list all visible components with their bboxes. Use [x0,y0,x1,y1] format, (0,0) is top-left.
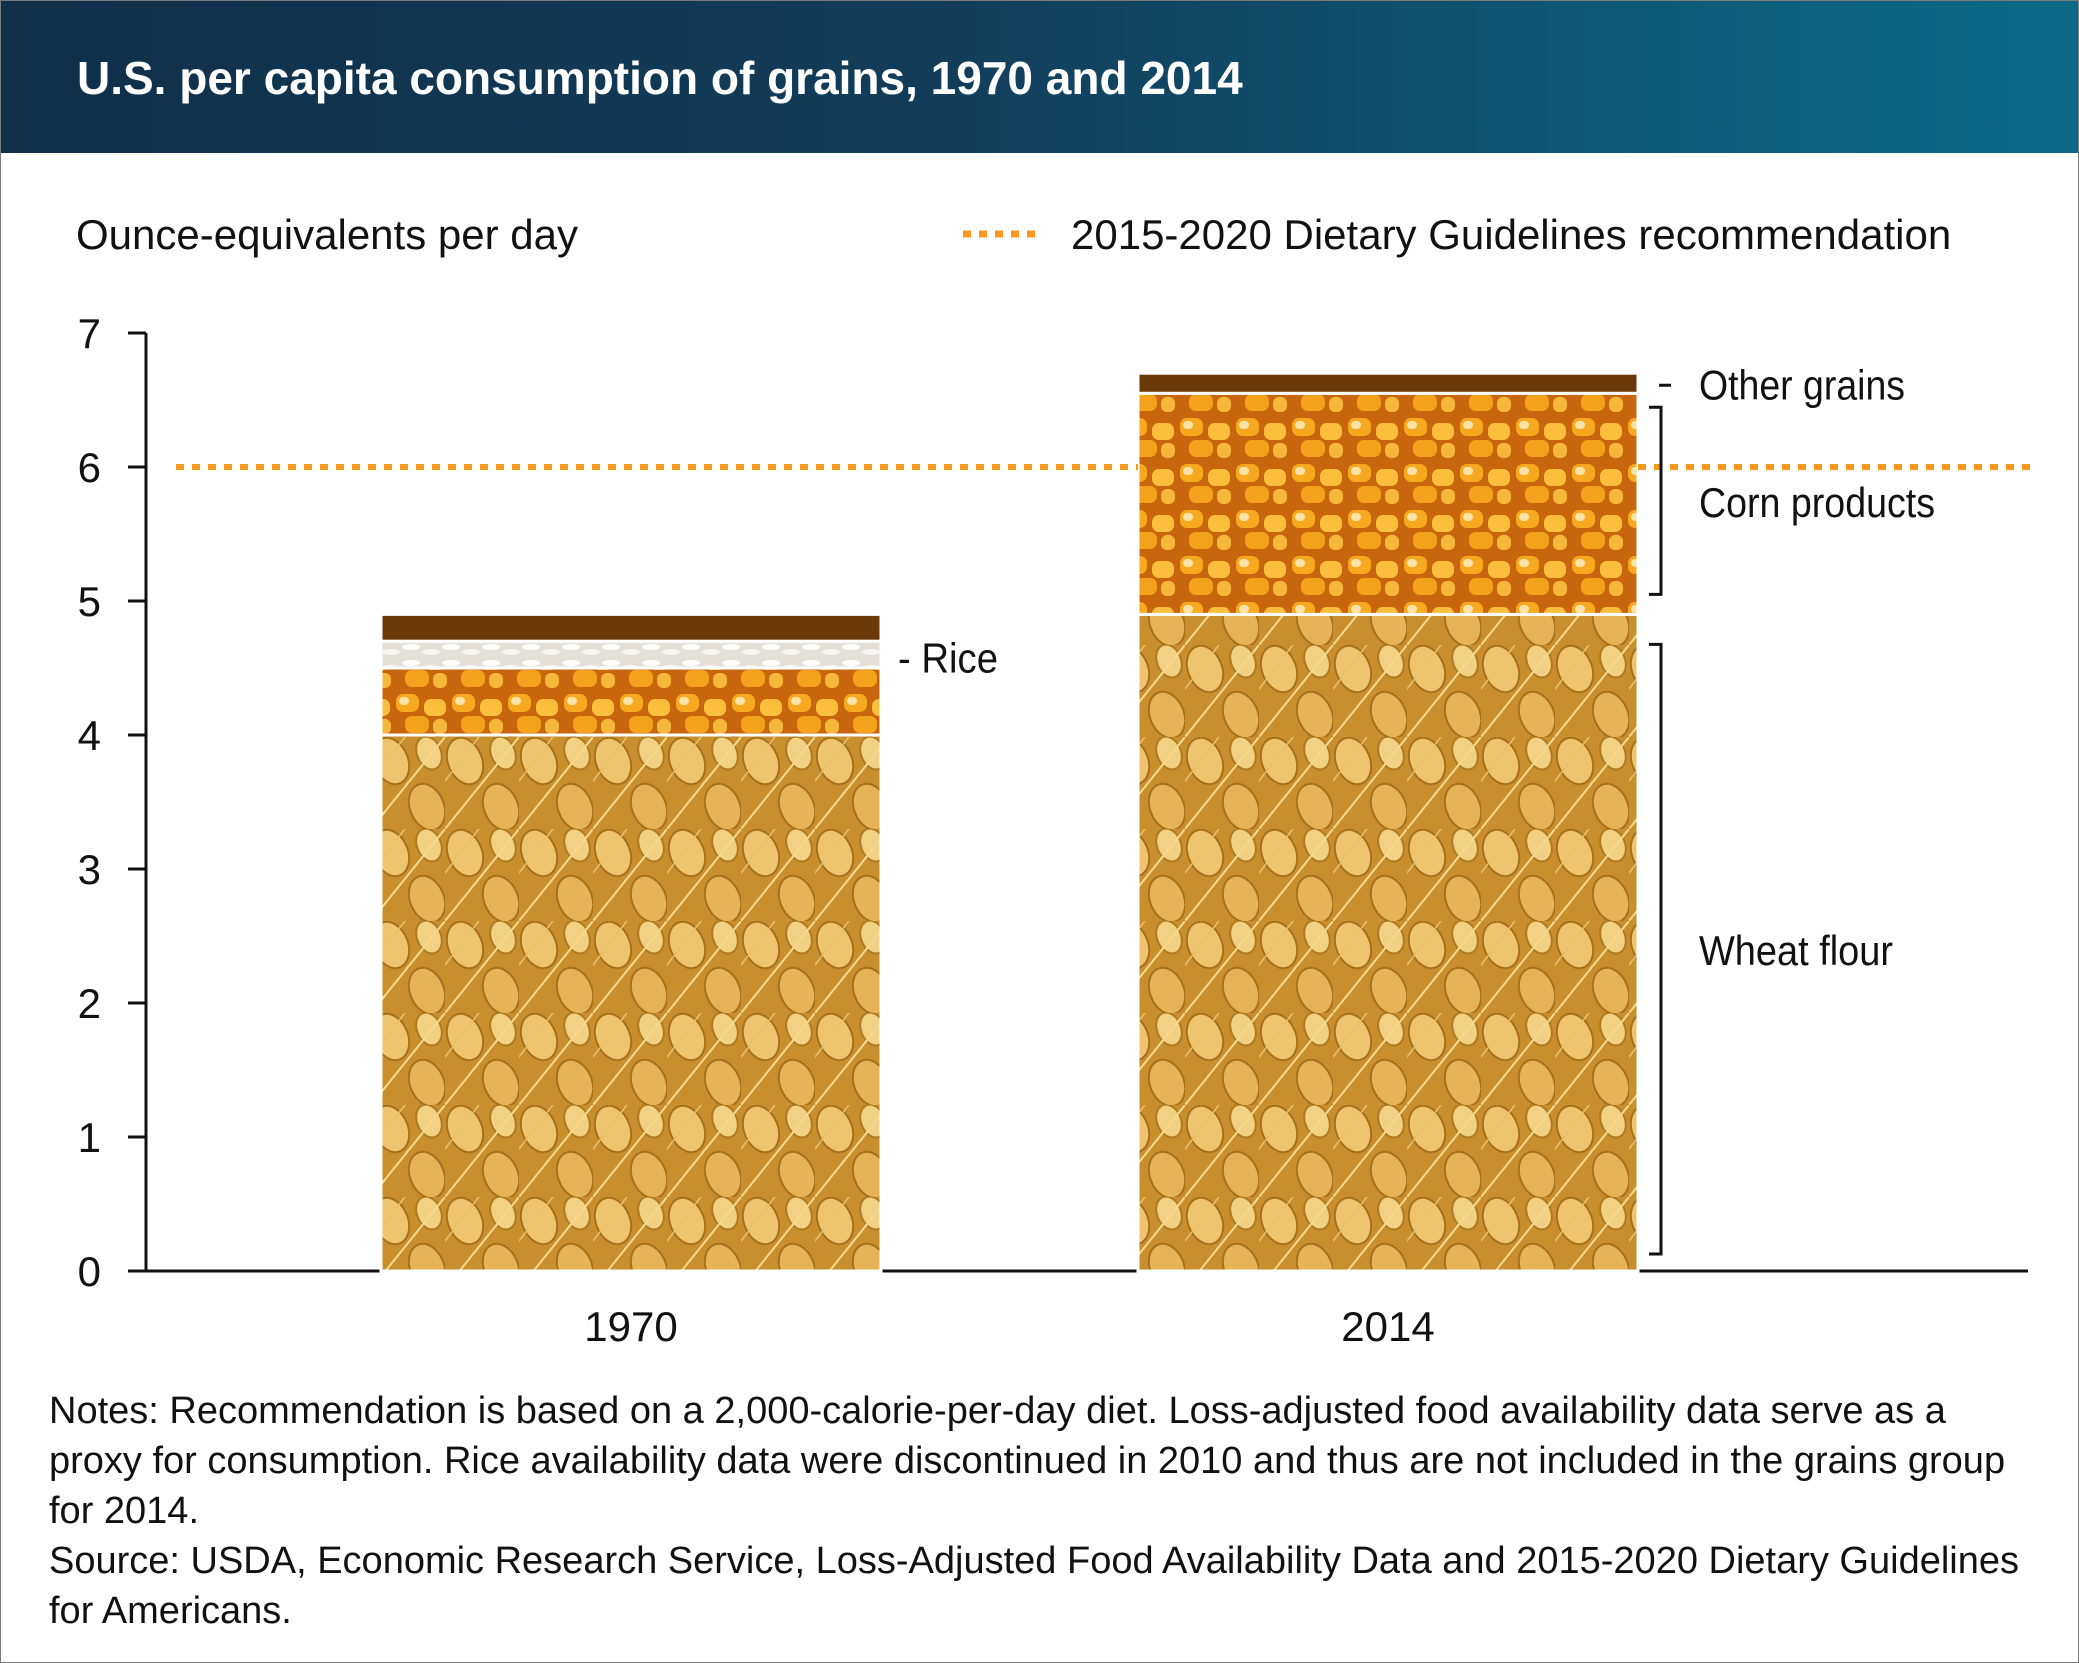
y-tick-label: 6 [78,444,101,491]
legend-reference-label: 2015-2020 Dietary Guidelines recommendat… [1071,211,1951,258]
bar-2014-corn-products [1136,391,1640,616]
notes-block: Notes: Recommendation is based on a 2,00… [49,1386,2039,1636]
source-text: Source: USDA, Economic Research Service,… [49,1540,2019,1632]
segment-label-wheat-flour: Wheat flour [1699,927,1893,974]
bar-2014-other-grains [1136,371,1640,395]
bar-1970-wheat-flour [379,733,883,1273]
stacked-bar-chart: Ounce-equivalents per day 2015-2020 Dieta… [76,211,2032,1350]
y-tick-label: 2 [78,980,101,1027]
x-tick-label: 2014 [1341,1303,1434,1350]
y-tick-label: 3 [78,846,101,893]
notes-text: Notes: Recommendation is based on a 2,00… [49,1390,2006,1532]
title-bar: U.S. per capita consumption of grains, 1… [1,1,2078,153]
bar-1970-corn-products [379,666,883,737]
overlay: - Rice Other grains Corn products Wheat flo… [176,361,2032,1256]
y-tick-label: 4 [78,712,101,759]
segment-label-rice: - Rice [898,635,998,682]
bracket-wheat-flour [1649,642,1663,1256]
bar-1970-other-grains [379,612,883,643]
segment-label-other-grains: Other grains [1699,361,1905,408]
y-axis-label: Ounce-equivalents per day [76,211,578,258]
bars [379,371,1640,1273]
y-tick-label: 1 [78,1114,101,1161]
chart-title: U.S. per capita consumption of grains, 1… [77,52,1243,104]
y-tick-label: 0 [78,1248,101,1295]
x-tick-label: 1970 [584,1303,677,1350]
segment-label-corn-products: Corn products [1699,479,1935,526]
y-tick-label: 7 [78,310,101,357]
bracket-corn-products [1649,405,1663,596]
bar-2014-wheat-flour [1136,612,1640,1273]
y-tick-label: 5 [78,578,101,625]
bar-1970-rice [379,639,883,670]
